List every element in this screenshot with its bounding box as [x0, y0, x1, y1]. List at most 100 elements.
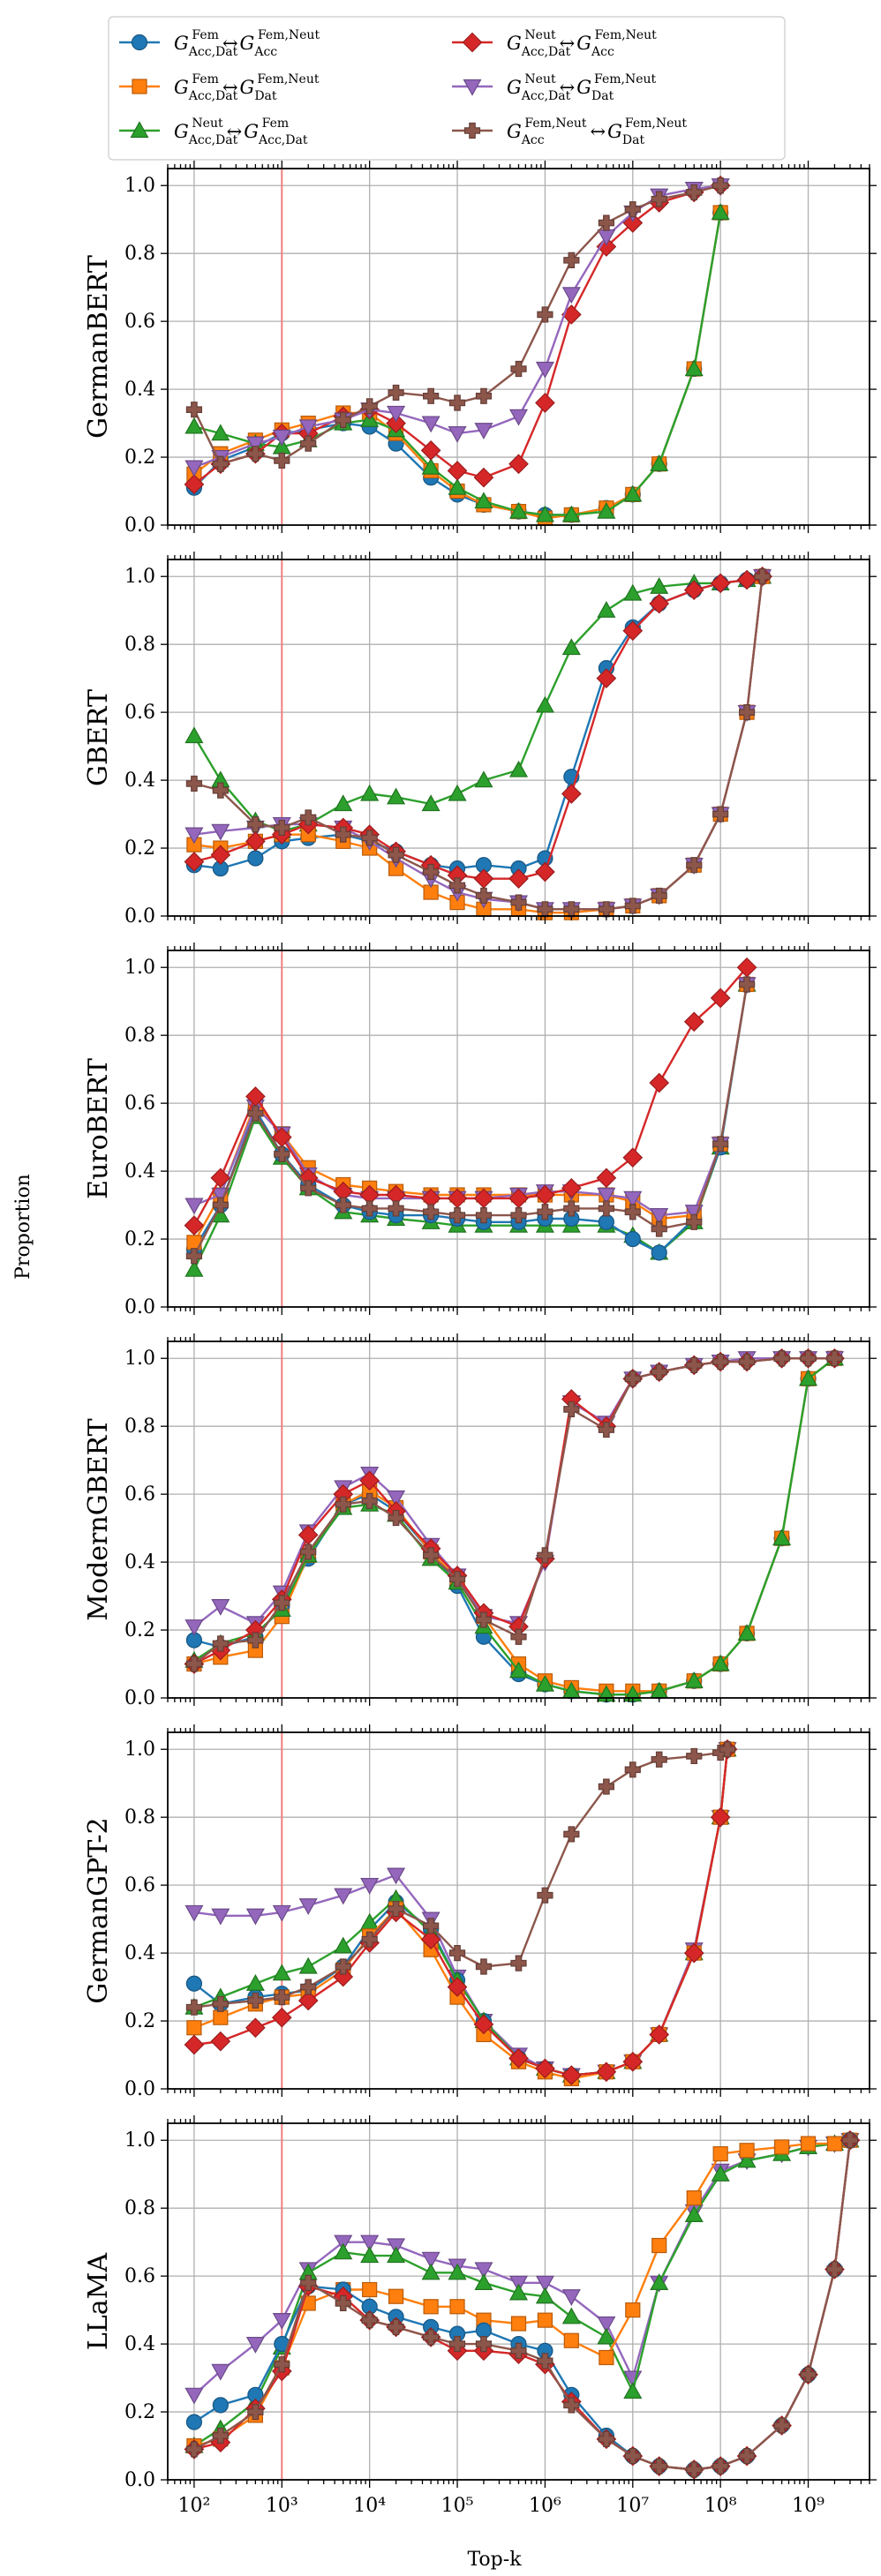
- legend-sup: Neut: [524, 72, 556, 86]
- data-point: [510, 360, 527, 378]
- data-point: [333, 1966, 354, 1987]
- legend-sub: Acc,Dat: [188, 133, 238, 147]
- panel-germanbert: 0.0 0.2 0.4 0.6 0.8 1.0 GermanBERT: [83, 161, 877, 537]
- data-point: [537, 2312, 553, 2328]
- legend-label: GAcc,DatNeut ↔GAcc,DatFem: [174, 116, 308, 147]
- legend-entry-fem_acc_dat: GAcc,DatFem ↔GAccFem,Neut: [119, 28, 320, 59]
- y-tick-label: 0.4: [124, 1160, 155, 1183]
- data-point: [335, 2294, 351, 2312]
- data-point: [334, 2242, 353, 2260]
- data-point: [210, 1168, 231, 1189]
- y-tick-label: 1.0: [124, 957, 155, 979]
- y-axis-label: Proportion: [12, 1174, 34, 1280]
- data-point: [561, 2307, 581, 2324]
- data-point: [448, 477, 467, 495]
- data-point: [274, 2356, 290, 2373]
- data-point: [537, 1547, 553, 1564]
- legend-arrow: ↔: [222, 33, 238, 54]
- data-point: [508, 501, 529, 519]
- data-point: [597, 2327, 616, 2345]
- legend-marker-triangle-down: [463, 79, 482, 96]
- series-line: [192, 575, 763, 832]
- data-point: [334, 1936, 353, 1954]
- data-point: [448, 1571, 466, 1588]
- data-point: [211, 424, 230, 441]
- data-point: [360, 1878, 380, 1895]
- y-tick-label: 0.6: [124, 1874, 155, 1896]
- data-point: [508, 409, 529, 426]
- data-point: [738, 704, 756, 721]
- data-point: [686, 1356, 703, 1374]
- data-point: [247, 1992, 264, 2009]
- y-tick-label: 0.2: [124, 1228, 155, 1250]
- series-acc_dat: [185, 1741, 736, 2016]
- x-tick-label: 10⁶: [529, 2495, 561, 2517]
- data-point: [475, 1207, 493, 1224]
- data-point: [300, 1979, 317, 1995]
- data-point: [361, 2312, 378, 2329]
- data-point: [510, 2342, 527, 2359]
- legend-sup: Fem: [192, 28, 219, 42]
- data-point: [184, 474, 205, 495]
- data-point: [421, 794, 440, 812]
- legend-sup: Fem: [192, 72, 219, 86]
- panel-title: LLaMA: [83, 2253, 114, 2350]
- data-point: [711, 2164, 730, 2182]
- data-point: [185, 1656, 203, 1672]
- series-line: [193, 1749, 729, 2077]
- data-point: [535, 2275, 554, 2293]
- data-point: [622, 2051, 644, 2072]
- legend-base: G: [174, 33, 189, 54]
- data-point: [535, 361, 554, 379]
- data-point: [597, 501, 616, 519]
- data-point: [625, 2302, 641, 2318]
- data-point: [184, 417, 204, 434]
- data-point: [537, 1204, 553, 1220]
- y-tick-label: 0.8: [124, 2197, 155, 2219]
- data-point: [300, 435, 317, 452]
- data-point: [683, 580, 704, 600]
- legend-sup: Fem,Neut: [595, 28, 658, 42]
- data-point: [361, 830, 378, 846]
- data-point: [474, 423, 493, 439]
- data-point: [737, 2151, 757, 2168]
- data-point: [184, 1619, 204, 1636]
- data-point: [772, 1528, 792, 1546]
- data-point: [335, 1958, 351, 1975]
- panel-title: GermanBERT: [83, 255, 114, 439]
- data-point: [826, 2261, 843, 2278]
- data-point: [212, 2397, 229, 2414]
- axes-frame: [167, 950, 870, 1308]
- y-tick-label: 0.8: [124, 1806, 155, 1829]
- legend-base: G: [174, 121, 189, 142]
- data-point: [245, 436, 265, 454]
- data-point: [508, 2283, 529, 2301]
- data-point: [508, 1661, 529, 1679]
- data-point: [650, 577, 669, 594]
- legend-entry-neut_dat: GAcc,DatNeut ↔GDatFem,Neut: [452, 72, 657, 103]
- data-point: [473, 467, 494, 488]
- data-point: [361, 1492, 378, 1509]
- series-neut_fem: [184, 974, 757, 1277]
- legend-label: GAcc,DatFem ↔GAccFem,Neut: [174, 28, 320, 59]
- legend-sub: Dat: [622, 133, 645, 147]
- data-point: [510, 1955, 527, 1971]
- data-point: [561, 784, 582, 804]
- data-point: [184, 726, 204, 744]
- data-point: [563, 1401, 580, 1418]
- data-point: [247, 850, 264, 867]
- data-point: [686, 1213, 703, 1230]
- legend-label: GAccFem,Neut ↔GDatFem,Neut: [507, 116, 687, 147]
- legend-marker-triangle-up: [130, 121, 149, 139]
- legend-arrow: ↔: [591, 121, 606, 142]
- data-point: [334, 1888, 353, 1905]
- data-point: [624, 2447, 641, 2465]
- data-point: [712, 1136, 729, 1153]
- data-point: [271, 2007, 292, 2028]
- data-point: [247, 1105, 264, 1122]
- legend-sub: Acc,Dat: [258, 133, 308, 147]
- legend-entry-neut_fem: GAcc,DatNeut ↔GAcc,DatFem: [119, 116, 308, 147]
- data-point: [448, 877, 466, 894]
- legend-base: G: [507, 77, 522, 98]
- data-point: [448, 1944, 466, 1962]
